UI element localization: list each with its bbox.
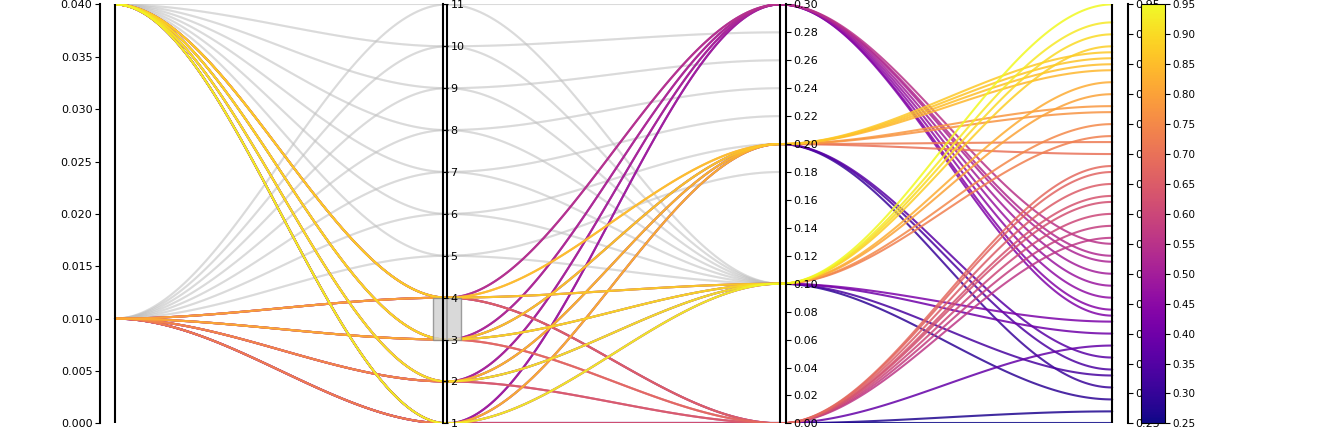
Bar xyxy=(434,298,462,340)
